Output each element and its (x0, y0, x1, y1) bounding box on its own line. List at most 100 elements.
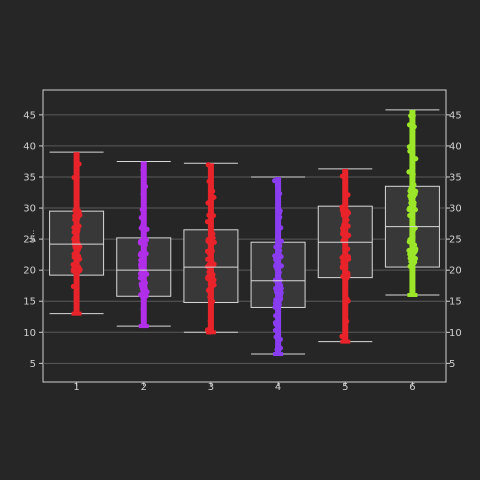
box-3 (183, 162, 239, 335)
data-point (139, 272, 145, 278)
x-tick-label: 6 (409, 382, 415, 393)
y-tick-label: 10 (23, 328, 36, 339)
data-point (278, 263, 285, 269)
data-point (140, 265, 147, 271)
data-point (74, 163, 80, 169)
data-point (75, 240, 81, 246)
data-point (71, 174, 77, 181)
data-point (208, 279, 214, 286)
data-point (205, 162, 211, 168)
data-point (143, 251, 149, 257)
x-tick-label: 2 (141, 382, 147, 393)
data-point (138, 215, 144, 221)
data-point (272, 277, 278, 283)
data-point (407, 148, 413, 154)
data-point (344, 217, 350, 223)
y-tick-label: 20 (23, 266, 36, 277)
data-point (407, 212, 413, 219)
data-point (339, 333, 345, 339)
data-point (207, 294, 213, 300)
data-point (211, 239, 217, 245)
data-point (340, 273, 346, 280)
data-point (205, 238, 211, 244)
data-point (410, 227, 416, 233)
data-point (339, 173, 345, 179)
data-point (411, 182, 417, 188)
data-point (204, 219, 211, 225)
min-marker (407, 293, 418, 298)
data-point (410, 113, 416, 119)
data-point (410, 191, 416, 197)
data-point (206, 250, 213, 257)
data-point (342, 268, 348, 275)
data-point (339, 264, 345, 270)
data-point (142, 183, 149, 190)
y-tick-label: 40 (23, 141, 36, 152)
y-tick-label-right: 15 (449, 297, 462, 308)
data-point (278, 285, 284, 291)
data-point (137, 240, 143, 246)
data-point (345, 246, 351, 252)
data-point (273, 297, 279, 303)
data-point (408, 254, 414, 261)
data-point (411, 206, 418, 212)
data-point (273, 313, 279, 319)
data-point (205, 256, 211, 262)
y-tick-label-right: 5 (449, 359, 455, 370)
data-points (204, 162, 217, 335)
data-point (406, 122, 413, 128)
data-point (274, 334, 280, 340)
gridlines (43, 114, 446, 364)
data-point (137, 252, 143, 258)
data-point (140, 306, 146, 312)
y-tick-label-right: 35 (449, 172, 462, 183)
data-points (339, 173, 352, 339)
data-point (410, 171, 416, 177)
data-point (277, 292, 284, 299)
data-point (143, 237, 149, 243)
data-point (272, 304, 278, 310)
data-points (272, 178, 285, 353)
data-point (340, 259, 346, 265)
data-point (411, 124, 417, 130)
data-point (144, 226, 150, 232)
data-point (278, 225, 284, 231)
y-tick-label-right: 40 (449, 141, 462, 152)
data-point (272, 319, 279, 326)
data-point (341, 221, 347, 227)
box-4 (250, 176, 306, 357)
y-tick-label: 35 (23, 172, 36, 183)
data-point (140, 290, 146, 296)
data-point (143, 293, 149, 299)
box-1 (49, 151, 105, 316)
data-point (207, 318, 213, 324)
x-tick-label: 1 (73, 382, 79, 393)
data-point (277, 190, 283, 197)
data-point (140, 167, 146, 173)
data-point (72, 207, 78, 214)
data-point (206, 273, 212, 279)
data-point (276, 210, 283, 216)
box-2 (116, 160, 172, 329)
data-point (74, 248, 80, 254)
y-tick-label-right: 20 (449, 266, 462, 277)
data-point (345, 192, 351, 198)
data-point (206, 178, 212, 184)
data-point (210, 212, 217, 219)
data-point (278, 238, 284, 244)
x-tick-label: 4 (275, 382, 281, 393)
data-point (207, 312, 214, 318)
data-point (70, 283, 76, 290)
data-point (345, 223, 351, 229)
min-marker (138, 324, 149, 329)
data-point (138, 225, 144, 231)
data-point (410, 217, 416, 223)
data-point (138, 257, 144, 263)
data-point (410, 234, 416, 240)
y-tick-label-right: 10 (449, 328, 462, 339)
data-point (272, 178, 278, 184)
data-point (344, 233, 351, 239)
data-point (345, 256, 351, 262)
y-tick-label: 25 (23, 235, 36, 246)
